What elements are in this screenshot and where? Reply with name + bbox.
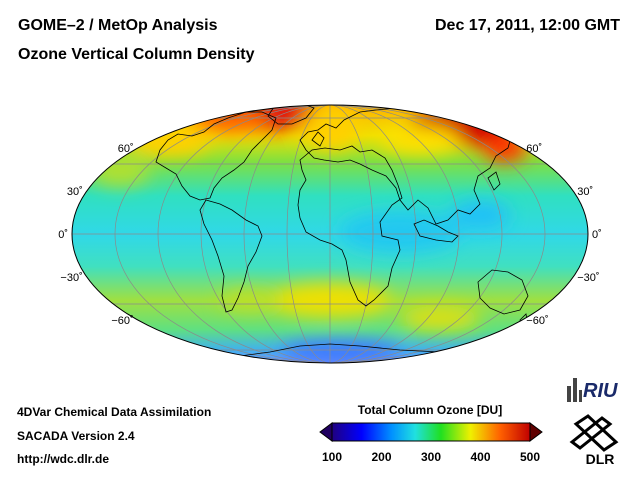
lat-label-right-3: 30˚	[577, 186, 593, 198]
lat-label-right-1: 60˚	[526, 143, 542, 155]
latitude-labels: 60˚ 60˚ 30˚ 30˚ 0˚ 0˚ −30˚ −30˚ −60˚ −60˚	[58, 143, 602, 327]
colorbar-tick-400: 400	[470, 450, 491, 464]
graticule	[72, 105, 588, 363]
lat-label-left-2: 30˚	[67, 186, 83, 198]
dlr-logo-text: DLR	[586, 451, 615, 467]
footer-line1: 4DVar Chemical Data Assimilation	[17, 405, 212, 419]
colorbar-tick-300: 300	[420, 450, 442, 464]
title-line1: GOME–2 / MetOp Analysis	[18, 17, 218, 34]
lat-label-right-9: −60˚	[526, 315, 548, 327]
colorbar-tick-500: 500	[519, 450, 541, 464]
map-border	[71, 104, 589, 364]
dlr-logo: DLR	[569, 414, 619, 467]
colorbar-title: Total Column Ozone [DU]	[357, 403, 503, 417]
colorbar-tick-100: 100	[321, 450, 343, 464]
lat-label-right-7: −30˚	[577, 272, 599, 284]
colorbar-tick-200: 200	[371, 450, 392, 464]
lat-label-left-4: 0˚	[58, 229, 68, 241]
lat-label-right-5: 0˚	[592, 229, 602, 241]
colorbar	[319, 422, 543, 442]
lat-label-left-8: −60˚	[111, 315, 133, 327]
lat-label-left-0: 60˚	[118, 143, 134, 155]
title-line2: Ozone Vertical Column Density	[18, 46, 255, 63]
ozone-map: 60˚ 60˚ 30˚ 30˚ 0˚ 0˚ −30˚ −30˚ −60˚ −60˚	[58, 104, 602, 364]
lat-label-left-6: −30˚	[60, 272, 82, 284]
footer-line2: SACADA Version 2.4	[17, 429, 135, 443]
footer-url: http://wdc.dlr.de	[17, 452, 109, 466]
datetime: Dec 17, 2011, 12:00 GMT	[435, 17, 620, 34]
riu-logo-text: RIU	[583, 380, 618, 402]
riu-logo: RIU	[567, 378, 618, 402]
